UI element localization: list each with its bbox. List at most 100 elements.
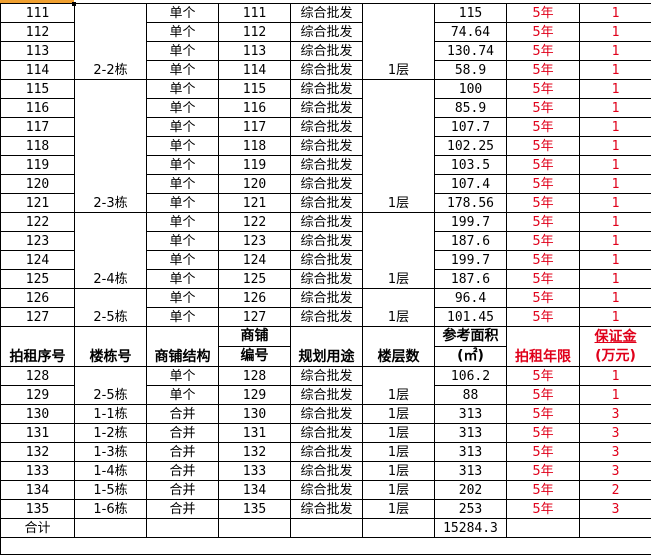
- cell-area[interactable]: 107.4: [434, 174, 507, 194]
- cell-area[interactable]: 102.25: [434, 136, 507, 156]
- cell-structure[interactable]: 单个: [146, 307, 219, 327]
- cell-structure[interactable]: 单个: [146, 269, 219, 289]
- cell-use[interactable]: 综合批发: [290, 366, 363, 386]
- cell-structure[interactable]: 单个: [146, 22, 219, 42]
- cell-deposit[interactable]: 3: [579, 499, 651, 519]
- cell-term[interactable]: 5年: [506, 480, 580, 500]
- cell-floor[interactable]: 1层: [362, 423, 435, 443]
- cell-term[interactable]: 5年: [506, 499, 580, 519]
- cell-floor[interactable]: 1层: [362, 442, 435, 462]
- cell-shop-no[interactable]: 130: [218, 404, 291, 424]
- cell-floor[interactable]: 1层: [362, 79, 435, 213]
- header-building[interactable]: 楼栋号: [74, 326, 147, 367]
- cell-shop-no[interactable]: 122: [218, 212, 291, 232]
- cell-structure[interactable]: 合并: [146, 423, 219, 443]
- cell-area[interactable]: 96.4: [434, 288, 507, 308]
- cell-use[interactable]: 综合批发: [290, 250, 363, 270]
- cell-use[interactable]: 综合批发: [290, 41, 363, 61]
- cell-shop-no[interactable]: 129: [218, 385, 291, 405]
- cell-term[interactable]: 5年: [506, 22, 580, 42]
- cell-no[interactable]: 113: [0, 41, 75, 61]
- cell-deposit[interactable]: 1: [579, 117, 651, 137]
- cell-use[interactable]: 综合批发: [290, 193, 363, 213]
- cell-no[interactable]: 115: [0, 79, 75, 99]
- empty-cell[interactable]: [506, 518, 580, 538]
- cell-no[interactable]: 128: [0, 366, 75, 386]
- cell-no[interactable]: 127: [0, 307, 75, 327]
- cell-area[interactable]: 85.9: [434, 98, 507, 118]
- cell-structure[interactable]: 单个: [146, 136, 219, 156]
- cell-term[interactable]: 5年: [506, 193, 580, 213]
- cell-deposit[interactable]: 1: [579, 212, 651, 232]
- cell-area[interactable]: 313: [434, 423, 507, 443]
- cell-no[interactable]: 133: [0, 461, 75, 481]
- cell-structure[interactable]: 单个: [146, 41, 219, 61]
- cell-shop-no[interactable]: 115: [218, 79, 291, 99]
- cell-structure[interactable]: 单个: [146, 98, 219, 118]
- cell-use[interactable]: 综合批发: [290, 385, 363, 405]
- cell-area[interactable]: 106.2: [434, 366, 507, 386]
- header-term[interactable]: 拍租年限: [506, 326, 580, 367]
- cell-shop-no[interactable]: 119: [218, 155, 291, 175]
- cell-no[interactable]: 112: [0, 22, 75, 42]
- cell-no[interactable]: 111: [0, 3, 75, 23]
- cell-area[interactable]: 101.45: [434, 307, 507, 327]
- cell-building[interactable]: 1-6栋: [74, 499, 147, 519]
- cell-area[interactable]: 313: [434, 404, 507, 424]
- cell-term[interactable]: 5年: [506, 269, 580, 289]
- cell-term[interactable]: 5年: [506, 288, 580, 308]
- cell-term[interactable]: 5年: [506, 423, 580, 443]
- cell-use[interactable]: 综合批发: [290, 3, 363, 23]
- cell-shop-no[interactable]: 118: [218, 136, 291, 156]
- cell-shop-no[interactable]: 133: [218, 461, 291, 481]
- cell-no[interactable]: 125: [0, 269, 75, 289]
- cell-structure[interactable]: 合并: [146, 461, 219, 481]
- cell-area[interactable]: 202: [434, 480, 507, 500]
- cell-structure[interactable]: 单个: [146, 212, 219, 232]
- cell-floor[interactable]: 1层: [362, 212, 435, 289]
- cell-term[interactable]: 5年: [506, 366, 580, 386]
- cell-term[interactable]: 5年: [506, 250, 580, 270]
- cell-deposit[interactable]: 1: [579, 174, 651, 194]
- empty-cell[interactable]: [218, 518, 291, 538]
- cell-deposit[interactable]: 1: [579, 60, 651, 80]
- cell-structure[interactable]: 单个: [146, 288, 219, 308]
- cell-no[interactable]: 118: [0, 136, 75, 156]
- cell-structure[interactable]: 合并: [146, 499, 219, 519]
- cell-area[interactable]: 88: [434, 385, 507, 405]
- cell-use[interactable]: 综合批发: [290, 404, 363, 424]
- cell-term[interactable]: 5年: [506, 155, 580, 175]
- cell-use[interactable]: 综合批发: [290, 98, 363, 118]
- cell-area[interactable]: 313: [434, 442, 507, 462]
- cell-floor[interactable]: 1层: [362, 480, 435, 500]
- cell-no[interactable]: 132: [0, 442, 75, 462]
- cell-use[interactable]: 综合批发: [290, 136, 363, 156]
- cell-use[interactable]: 综合批发: [290, 288, 363, 308]
- cell-shop-no[interactable]: 114: [218, 60, 291, 80]
- cell-deposit[interactable]: 1: [579, 366, 651, 386]
- cell-shop-no[interactable]: 135: [218, 499, 291, 519]
- cell-building[interactable]: 2-2栋: [74, 3, 147, 80]
- cell-no[interactable]: 120: [0, 174, 75, 194]
- cell-deposit[interactable]: 1: [579, 307, 651, 327]
- cell-area[interactable]: 130.74: [434, 41, 507, 61]
- cell-use[interactable]: 综合批发: [290, 174, 363, 194]
- cell-term[interactable]: 5年: [506, 461, 580, 481]
- cell-no[interactable]: 122: [0, 212, 75, 232]
- cell-structure[interactable]: 单个: [146, 385, 219, 405]
- cell-deposit[interactable]: 1: [579, 385, 651, 405]
- cell-deposit[interactable]: 1: [579, 136, 651, 156]
- cell-structure[interactable]: 合并: [146, 442, 219, 462]
- cell-structure[interactable]: 合并: [146, 480, 219, 500]
- cell-area[interactable]: 199.7: [434, 250, 507, 270]
- cell-term[interactable]: 5年: [506, 3, 580, 23]
- cell-term[interactable]: 5年: [506, 174, 580, 194]
- cell-deposit[interactable]: 1: [579, 193, 651, 213]
- cell-area[interactable]: 187.6: [434, 231, 507, 251]
- cell-shop-no[interactable]: 123: [218, 231, 291, 251]
- cell-use[interactable]: 综合批发: [290, 307, 363, 327]
- cell-area[interactable]: 253: [434, 499, 507, 519]
- cell-area[interactable]: 107.7: [434, 117, 507, 137]
- empty-cell[interactable]: [579, 518, 651, 538]
- cell-deposit[interactable]: 3: [579, 461, 651, 481]
